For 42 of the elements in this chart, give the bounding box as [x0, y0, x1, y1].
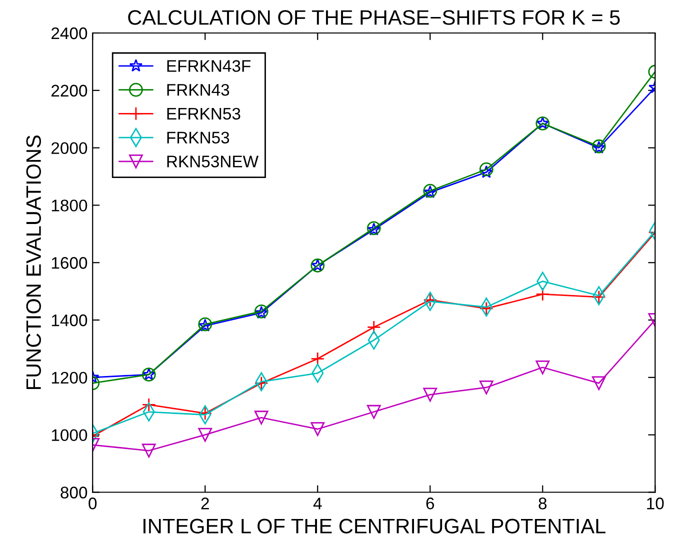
y-tick-label: 2000	[52, 142, 88, 154]
y-axis-title: FUNCTION EVALUATIONS	[26, 135, 42, 390]
y-tick-label: 1800	[52, 200, 88, 212]
x-tick-label: 10	[647, 498, 664, 510]
point	[142, 398, 156, 412]
point	[592, 290, 606, 304]
y-tick-label: 1200	[52, 372, 88, 384]
legend-label: RKN53NEW	[167, 156, 258, 168]
x-tick-label: 2	[201, 498, 209, 510]
point	[366, 320, 381, 334]
point	[423, 292, 438, 307]
legend-label: EFRKN43F	[167, 60, 250, 72]
x-tick-label: 6	[426, 498, 434, 510]
point	[198, 406, 212, 420]
x-tick-label: 4	[313, 498, 322, 510]
x-tick-label: 8	[538, 498, 547, 510]
point	[254, 376, 268, 390]
point	[479, 380, 494, 394]
point	[592, 376, 606, 390]
y-tick-label: 2400	[52, 27, 88, 40]
point	[254, 410, 268, 425]
legend-label: FRKN53	[167, 132, 230, 144]
y-tick-label: 1400	[52, 314, 88, 326]
point	[480, 165, 494, 178]
chart-title: CALCULATION OF THE PHASE−SHIFTS FOR K = 5	[128, 10, 620, 25]
point	[310, 422, 325, 436]
point	[479, 162, 494, 176]
legend-label: FRKN43	[167, 84, 230, 96]
y-tick-label: 800	[60, 486, 88, 498]
y-tick-label: 2200	[52, 84, 88, 97]
x-axis-title: INTEGER L OF THE CENTRIFUGAL POTENTIAL	[144, 518, 606, 534]
legend-label: EFRKN53	[167, 108, 240, 120]
point	[423, 388, 438, 402]
y-tick-label: 1000	[52, 429, 88, 442]
point	[536, 360, 550, 374]
x-tick-label: 0	[88, 498, 97, 510]
point	[198, 428, 212, 442]
point	[536, 287, 550, 302]
y-tick-label: 1600	[52, 257, 88, 269]
point	[142, 444, 156, 458]
point	[310, 352, 325, 366]
point	[366, 404, 381, 419]
